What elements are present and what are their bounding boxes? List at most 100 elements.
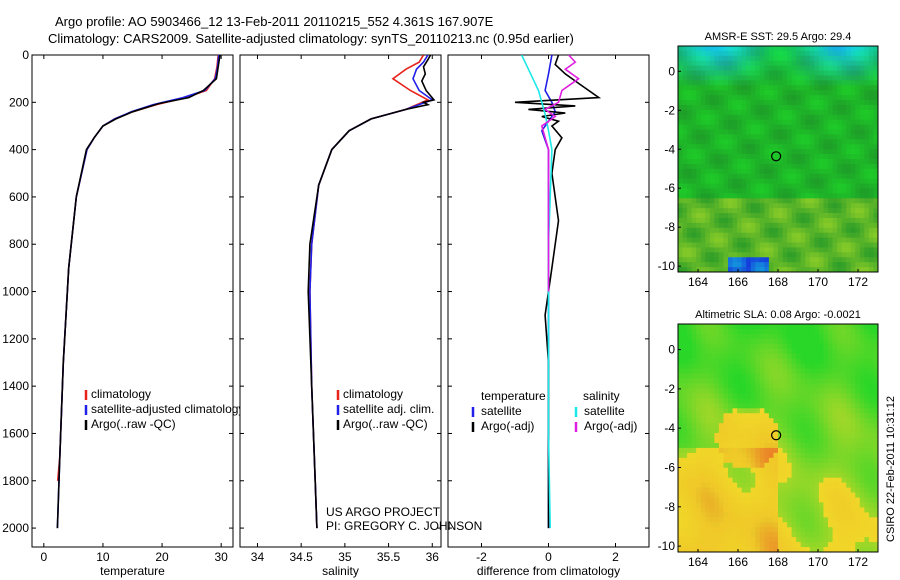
sla-cell: [782, 378, 788, 384]
sla-cell: [682, 363, 688, 370]
sla-cell: [773, 383, 779, 389]
sst-cell: [787, 104, 793, 111]
sla-cell: [791, 502, 797, 508]
sst-cell: [750, 267, 756, 273]
sst-cell: [778, 109, 783, 116]
sla-cell: [723, 487, 729, 493]
sst-cell: [741, 46, 747, 52]
sst-cell: [864, 65, 870, 71]
sla-cell: [832, 482, 838, 488]
sla-cell: [732, 547, 738, 553]
sst-cell: [805, 227, 811, 234]
sla-cell: [691, 532, 697, 538]
sst-cell: [687, 257, 693, 263]
sst-cell: [687, 267, 693, 273]
sst-cell: [809, 227, 815, 234]
sst-cell: [741, 124, 747, 130]
sst-cell: [805, 198, 811, 204]
sst-cell: [714, 129, 720, 135]
sla-cell: [855, 487, 861, 493]
sla-cell: [837, 462, 843, 469]
sst-cell: [741, 198, 747, 204]
sst-cell: [678, 208, 683, 214]
sla-cell: [773, 363, 779, 370]
sst-cell: [737, 163, 743, 170]
sst-cell: [832, 70, 838, 76]
sst-cell: [855, 114, 861, 121]
sst-cell: [718, 149, 724, 155]
sst-cell: [755, 242, 761, 248]
sla-cell: [682, 522, 688, 528]
sst-cell: [846, 119, 852, 126]
sla-cell: [750, 527, 756, 533]
sla-cell: [814, 442, 820, 449]
sla-cell: [700, 527, 706, 533]
sst-cell: [837, 173, 843, 180]
sla-cell: [696, 527, 702, 533]
sst-cell: [728, 262, 733, 268]
sla-cell: [755, 487, 761, 493]
sla-cell: [759, 497, 765, 503]
sst-cell: [859, 129, 865, 135]
sst-cell: [705, 129, 711, 135]
sst-cell: [709, 193, 715, 199]
sla-cell: [700, 408, 706, 414]
sla-cell: [859, 472, 865, 479]
sla-cell: [837, 542, 843, 548]
sla-cell: [705, 418, 711, 424]
sla-cell: [828, 373, 833, 379]
sst-cell: [791, 65, 797, 71]
sla-cell: [696, 477, 702, 484]
sst-cell: [691, 168, 697, 175]
sla-cell: [700, 512, 706, 518]
sst-cell: [682, 163, 688, 170]
sst-cell: [859, 65, 865, 71]
sst-cell: [682, 154, 688, 160]
sla-cell: [855, 442, 861, 449]
sst-cell: [759, 173, 765, 180]
sst-cell: [709, 134, 715, 140]
sst-cell: [682, 114, 688, 121]
sla-cell: [841, 467, 847, 474]
sla-cell: [737, 348, 743, 355]
sst-ytick-label: -4: [664, 142, 675, 156]
sst-cell: [764, 208, 770, 214]
sst-cell: [709, 80, 715, 86]
sst-cell: [823, 262, 829, 268]
sst-cell: [759, 203, 765, 209]
sla-cell: [787, 537, 793, 543]
sla-cell: [805, 537, 811, 543]
sla-cell: [823, 393, 829, 399]
sla-cell: [864, 537, 870, 543]
sst-cell: [778, 257, 783, 263]
sla-cell: [868, 428, 874, 434]
sst-cell: [868, 90, 874, 96]
sst-cell: [746, 60, 752, 67]
sst-cell: [773, 198, 779, 204]
sst-cell: [768, 183, 774, 189]
sst-cell: [728, 247, 733, 253]
sst-cell: [832, 237, 838, 243]
sst-cell: [773, 257, 779, 263]
sst-cell: [709, 100, 715, 106]
sst-cell: [755, 203, 761, 209]
sst-cell: [691, 46, 697, 52]
sst-cell: [746, 222, 752, 229]
sla-cell: [773, 512, 779, 518]
sla-cell: [855, 527, 861, 533]
sla-cell: [700, 333, 706, 340]
sla-cell: [750, 383, 756, 389]
sla-cell: [800, 517, 806, 523]
sla-cell: [855, 472, 861, 479]
sst-cell: [700, 232, 706, 239]
sst-cell: [805, 149, 811, 155]
sla-cell: [764, 482, 770, 488]
sla-cell: [741, 423, 747, 429]
sst-cell: [850, 75, 856, 81]
sla-cell: [818, 472, 824, 479]
sst-cell: [696, 262, 702, 268]
sla-cell: [687, 324, 693, 330]
sla-cell: [809, 428, 815, 434]
sla-cell: [837, 502, 843, 508]
sst-cell: [741, 257, 747, 263]
